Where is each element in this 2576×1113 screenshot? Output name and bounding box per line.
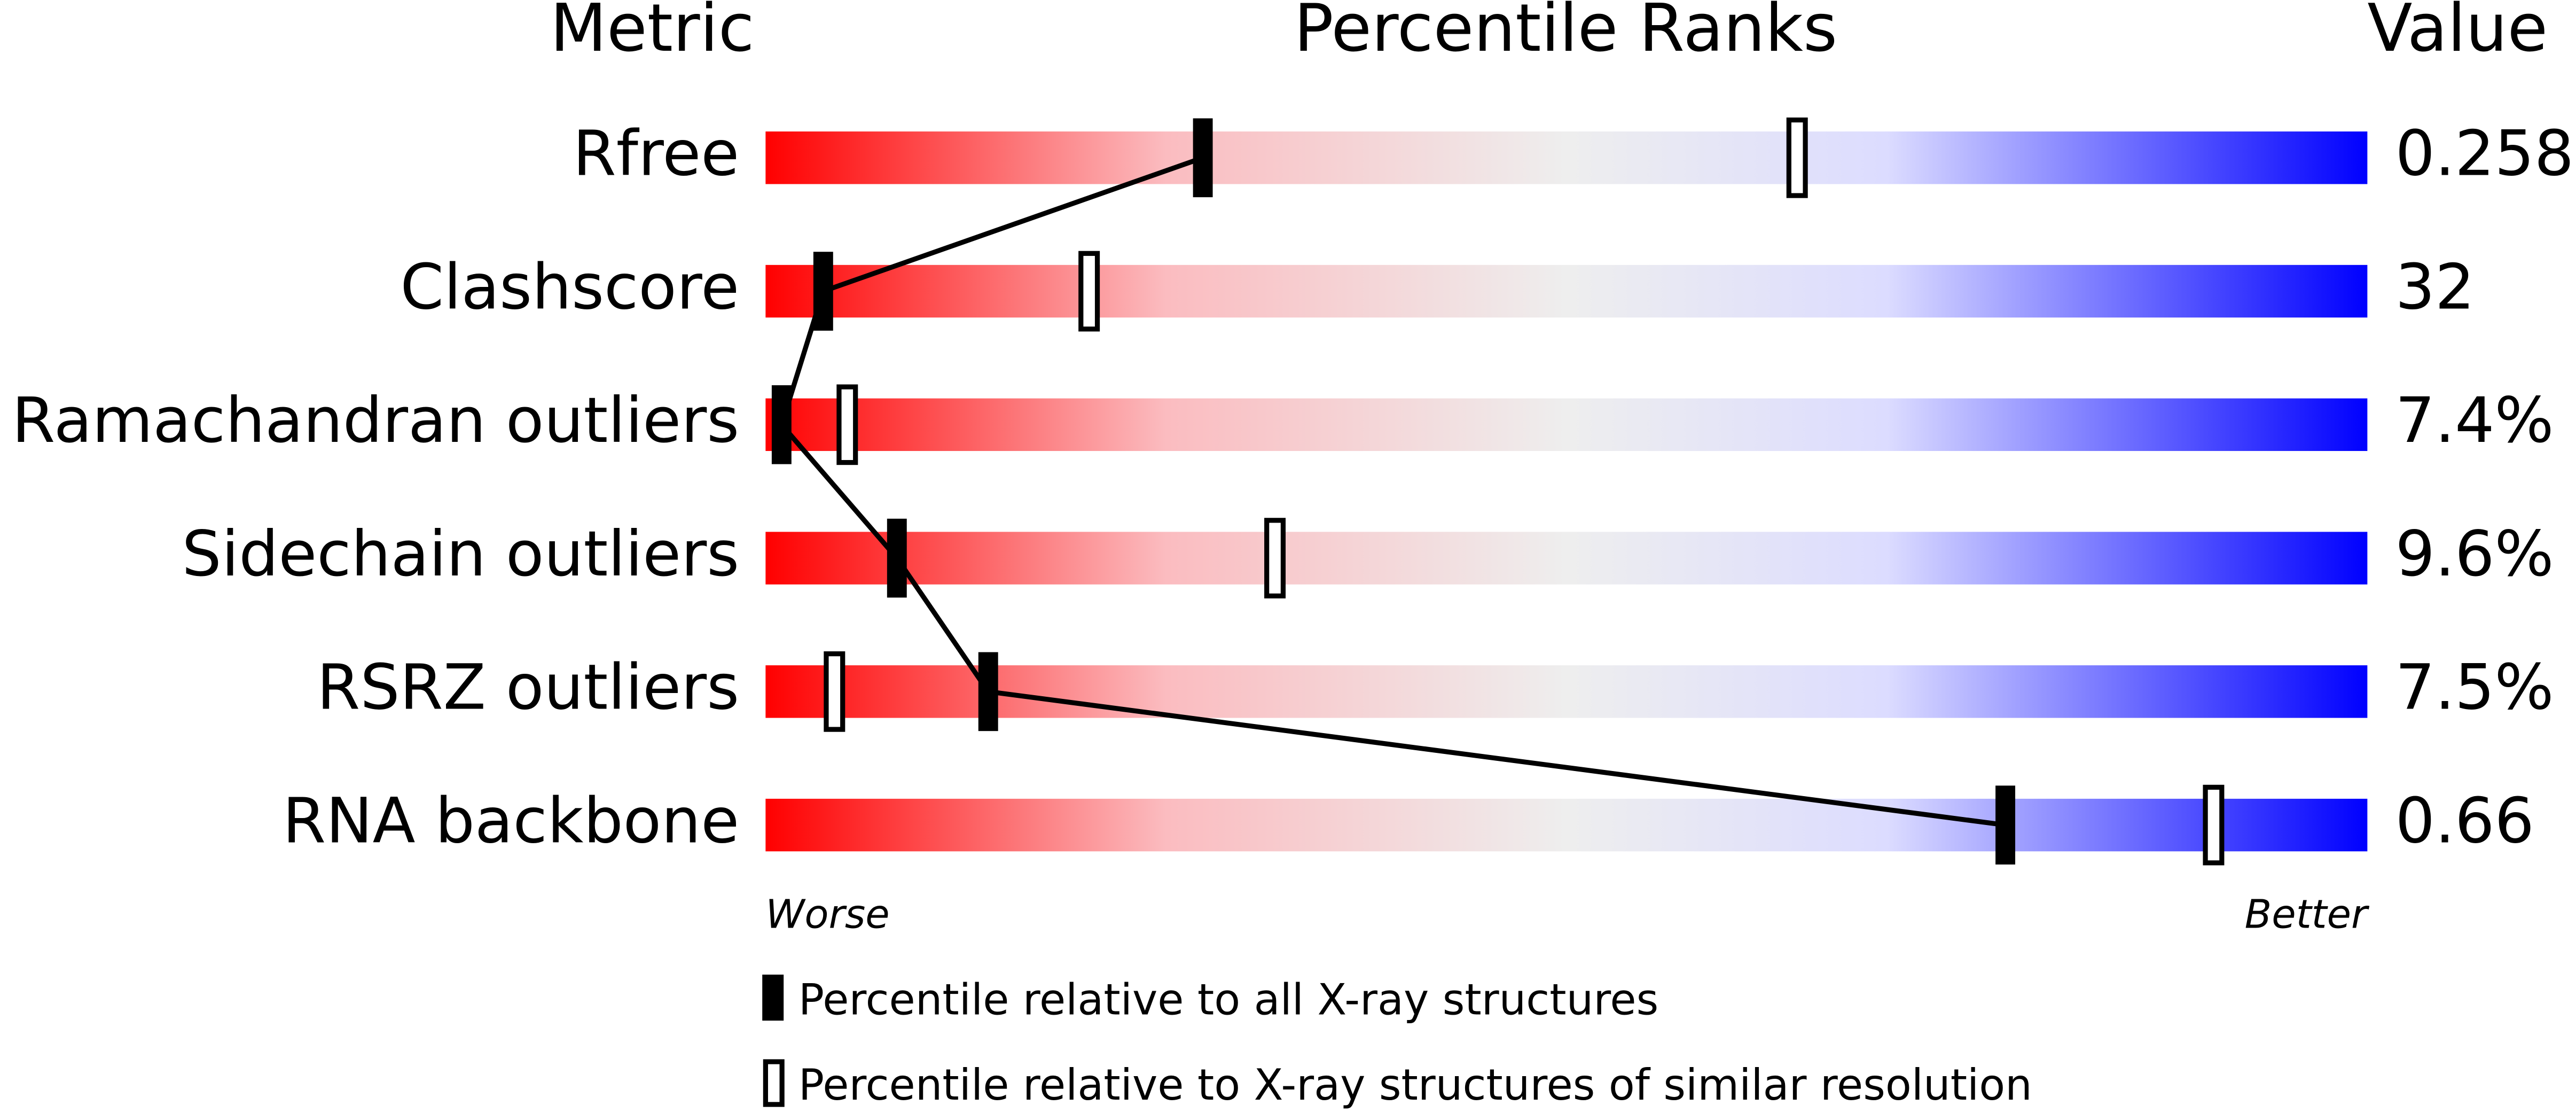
metric-label: Rfree (573, 118, 739, 190)
metric-value: 32 (2395, 251, 2475, 323)
metric-value: 0.66 (2395, 784, 2534, 857)
axis-end-label: Better (2245, 891, 2370, 937)
similar-resolution-marker (1786, 117, 1808, 198)
similar-resolution-marker (1264, 518, 1286, 598)
legend-swatch (763, 1059, 785, 1107)
metric-value: 7.4% (2395, 384, 2554, 457)
metric-value: 9.6% (2395, 518, 2554, 590)
all-structures-marker (771, 385, 792, 464)
legend-swatch (762, 975, 784, 1021)
metric-label: RNA backbone (283, 784, 739, 857)
connector-line (779, 155, 2006, 828)
percentile-bar (765, 532, 2368, 585)
legend-label: Percentile relative to all X-ray structu… (798, 975, 1658, 1024)
metric-value: 7.5% (2395, 651, 2554, 724)
metric-label: Sidechain outliers (182, 518, 740, 590)
column-header: Value (2367, 0, 2548, 67)
similar-resolution-marker (824, 651, 845, 732)
all-structures-marker (813, 252, 833, 331)
axis-end-label: Worse (765, 891, 889, 937)
metric-label: RSRZ outliers (317, 651, 739, 724)
all-structures-marker (1995, 785, 2016, 865)
column-header: Percentile Ranks (1294, 0, 1837, 67)
similar-resolution-marker (836, 384, 858, 465)
metric-value: 0.258 (2395, 118, 2574, 190)
all-structures-marker (887, 518, 907, 598)
all-structures-marker (1193, 118, 1213, 198)
percentile-bar (765, 264, 2368, 318)
similar-resolution-marker (1078, 251, 1100, 332)
percentile-bar (765, 131, 2368, 184)
metric-label: Ramachandran outliers (12, 384, 739, 457)
column-header: Metric (550, 0, 754, 67)
percentile-bar (765, 398, 2368, 452)
similar-resolution-marker (2203, 784, 2225, 866)
percentile-bar (765, 798, 2368, 852)
all-structures-marker (978, 652, 998, 731)
metric-label: Clashscore (400, 251, 739, 323)
legend-label: Percentile relative to X-ray structures … (798, 1060, 2032, 1110)
percentile-bar (765, 665, 2368, 718)
